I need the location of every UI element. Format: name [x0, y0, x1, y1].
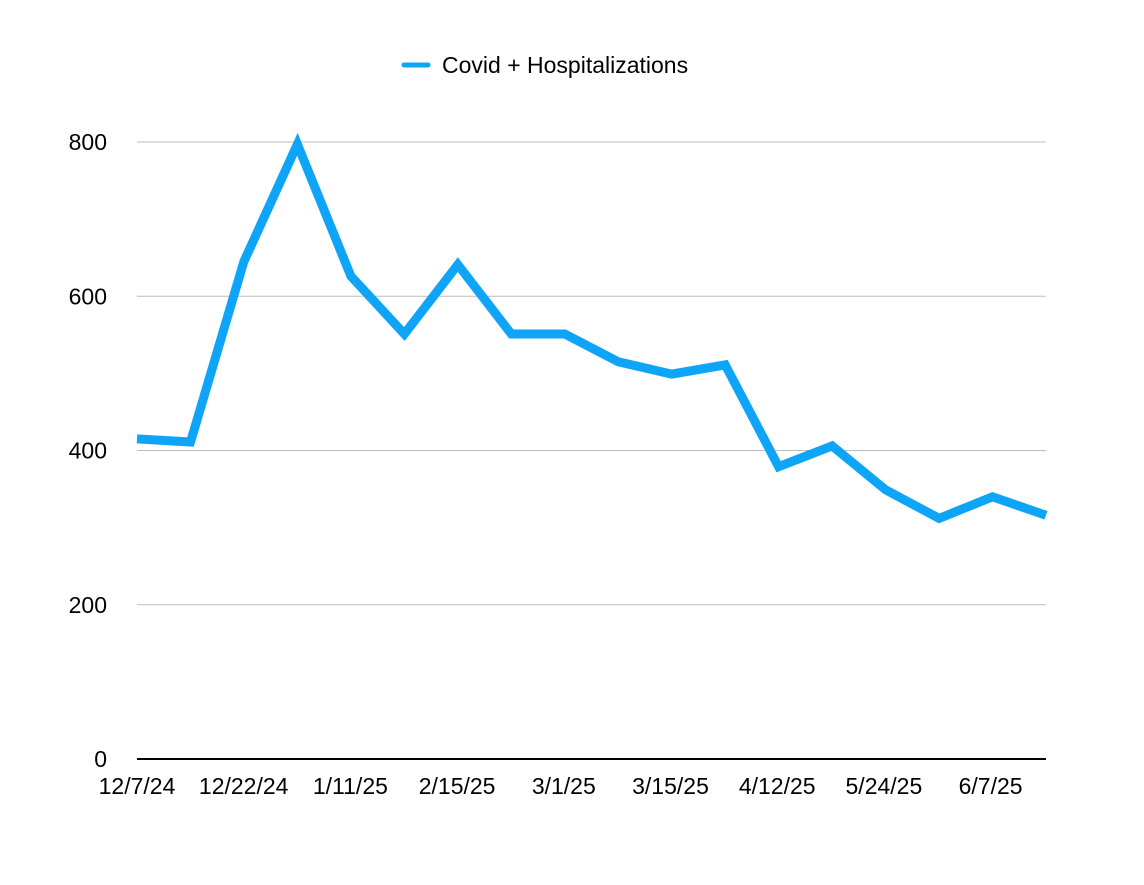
y-tick-label-200: 200 — [69, 592, 107, 618]
x-tick-label-1: 12/22/24 — [199, 773, 289, 799]
series-line-0 — [137, 144, 1046, 518]
y-axis-tick-labels: 0 200 400 600 800 — [69, 129, 107, 772]
x-tick-label-3: 2/15/25 — [419, 773, 496, 799]
x-tick-label-5: 3/15/25 — [632, 773, 709, 799]
x-tick-label-7: 5/24/25 — [846, 773, 923, 799]
x-axis-tick-labels: 12/7/24 12/22/24 1/11/25 2/15/25 3/1/25 3/15/… — [99, 773, 1023, 799]
x-tick-label-2: 1/11/25 — [313, 773, 388, 799]
y-tick-label-600: 600 — [69, 283, 107, 309]
y-tick-label-800: 800 — [69, 129, 107, 155]
x-tick-label-6: 4/12/25 — [739, 773, 816, 799]
gridlines — [137, 142, 1046, 759]
x-tick-label-8: 6/7/25 — [959, 773, 1023, 799]
legend: Covid + Hospitalizations — [404, 52, 688, 78]
x-tick-label-0: 12/7/24 — [99, 773, 176, 799]
y-tick-label-0: 0 — [94, 746, 107, 772]
legend-label-series: Covid + Hospitalizations — [442, 52, 688, 78]
y-tick-label-400: 400 — [69, 438, 107, 464]
x-tick-label-4: 3/1/25 — [532, 773, 596, 799]
series-layer — [137, 144, 1046, 518]
